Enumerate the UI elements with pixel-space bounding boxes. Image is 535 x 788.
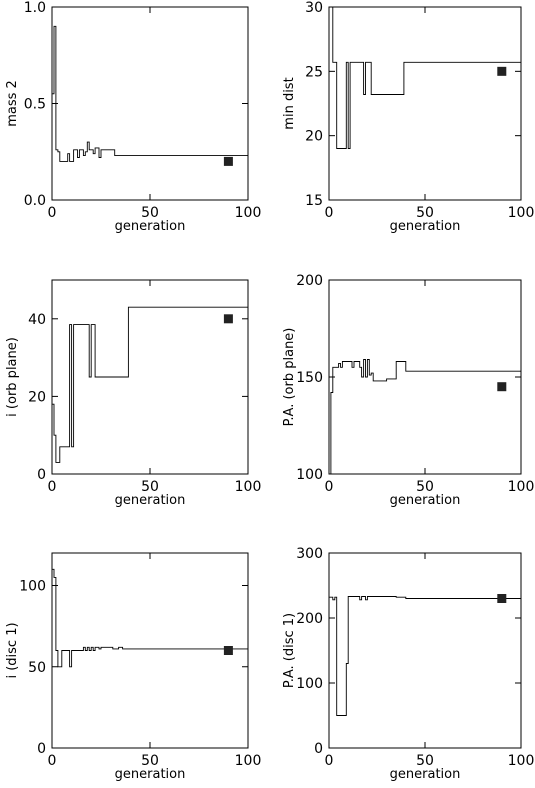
chart-1-ytick-label: 1.0 <box>24 0 46 16</box>
chart-5: 0 50 100 0 50 100 generation i (disc 1) <box>5 552 262 782</box>
chart-4-ylabel: P.A. (orb plane) <box>282 328 297 427</box>
chart-3-xlabel: generation <box>115 493 186 508</box>
chart-1-ytick-label: 0.0 <box>24 193 46 209</box>
chart-6-ytick-label: 100 <box>296 676 323 692</box>
chart-6-xtick-label: 0 <box>325 753 334 769</box>
chart-2-xtick-label: 50 <box>416 205 434 221</box>
chart-4-ytick-label: 150 <box>296 370 323 386</box>
chart-4-ytick-label: 200 <box>296 273 323 289</box>
chart-2-ytick-label: 30 <box>305 0 323 16</box>
chart-4-xlabel: generation <box>390 493 461 508</box>
chart-6-ytick-label: 200 <box>296 611 323 627</box>
chart-3-ylabel: i (orb plane) <box>5 337 20 417</box>
chart-2-ytick-label: 15 <box>305 193 323 209</box>
chart-1-frame <box>51 6 249 201</box>
chart-1-ytick-label: 0.5 <box>24 97 46 113</box>
chart-2-ylabel: min dist <box>282 77 297 129</box>
chart-2-frame <box>328 6 522 201</box>
chart-1-xtick-label: 0 <box>48 205 57 221</box>
chart-3-xtick-label: 50 <box>141 479 159 495</box>
chart-2-ytick-label: 25 <box>305 64 323 80</box>
chart-2-xlabel: generation <box>390 219 461 234</box>
chart-6-ylabel: P.A. (disc 1) <box>282 613 297 688</box>
chart-2: 0 50 100 15 20 25 30 generation min dist <box>282 0 534 234</box>
chart-5-ytick-label: 100 <box>19 579 46 595</box>
chart-6-target-marker <box>497 594 507 603</box>
chart-1-ylabel: mass 2 <box>5 80 20 127</box>
chart-5-ytick-label: 50 <box>28 660 46 676</box>
chart-3-ytick-label: 0 <box>37 467 46 483</box>
chart-3-xtick-label: 0 <box>48 479 57 495</box>
chart-4-xtick-label: 100 <box>508 479 535 495</box>
chart-1-series-line-1 <box>52 25 248 162</box>
chart-2-xtick-label: 0 <box>325 205 334 221</box>
chart-4-frame <box>328 279 522 475</box>
chart-2-xtick-label: 100 <box>508 205 535 221</box>
chart-4: 0 50 100 100 150 200 generation P.A. (orb plane… <box>282 273 534 508</box>
chart-3-target-marker <box>223 314 233 324</box>
chart-6-xtick-label: 50 <box>416 753 434 769</box>
chart-5-xlabel: generation <box>115 767 186 782</box>
chart-3-ytick-label: 40 <box>28 312 46 328</box>
chart-6-frame <box>328 552 522 749</box>
chart-1-xtick-label: 100 <box>235 205 262 221</box>
chart-4-xtick-label: 0 <box>325 479 334 495</box>
chart-5-xtick-label: 100 <box>235 753 262 769</box>
chart-4-target-marker <box>497 382 507 392</box>
chart-5-target-marker <box>223 646 233 655</box>
chart-5-xtick-label: 0 <box>48 753 57 769</box>
chart-3-series-line-1 <box>52 306 248 463</box>
chart-1-xtick-label: 50 <box>141 205 159 221</box>
chart-1-target-marker <box>223 156 233 166</box>
chart-6: 0 50 100 0 100 200 300 generation P.A. (disc 1) <box>282 546 534 782</box>
chart-1-xlabel: generation <box>115 219 186 234</box>
chart-6-ytick-label: 300 <box>296 546 323 562</box>
chart-3-xtick-label: 100 <box>235 479 262 495</box>
chart-2-target-marker <box>497 66 507 76</box>
chart-3-ytick-label: 20 <box>28 389 46 405</box>
chart-5-series-line-1 <box>52 568 248 668</box>
chart-2-ytick-label: 20 <box>305 129 323 145</box>
chart-6-xlabel: generation <box>390 767 461 782</box>
chart-5-ytick-label: 0 <box>37 741 46 757</box>
chart-4-ytick-label: 100 <box>296 467 323 483</box>
chart-6-xtick-label: 100 <box>508 753 535 769</box>
chart-3: 0 50 100 0 20 40 generation i (orb plane) <box>5 279 262 508</box>
chart-3-frame <box>51 279 249 475</box>
chart-6-series-line-1 <box>329 596 521 716</box>
chart-4-series-line-1 <box>329 359 521 475</box>
chart-2-series-line-1 <box>329 6 521 149</box>
chart-5-xtick-label: 50 <box>141 753 159 769</box>
chart-5-ylabel: i (disc 1) <box>5 622 20 678</box>
chart-1: 0 50 100 0.0 0.5 1.0 generation mass 2 <box>5 0 261 234</box>
chart-4-xtick-label: 50 <box>416 479 434 495</box>
chart-6-ytick-label: 0 <box>314 741 323 757</box>
